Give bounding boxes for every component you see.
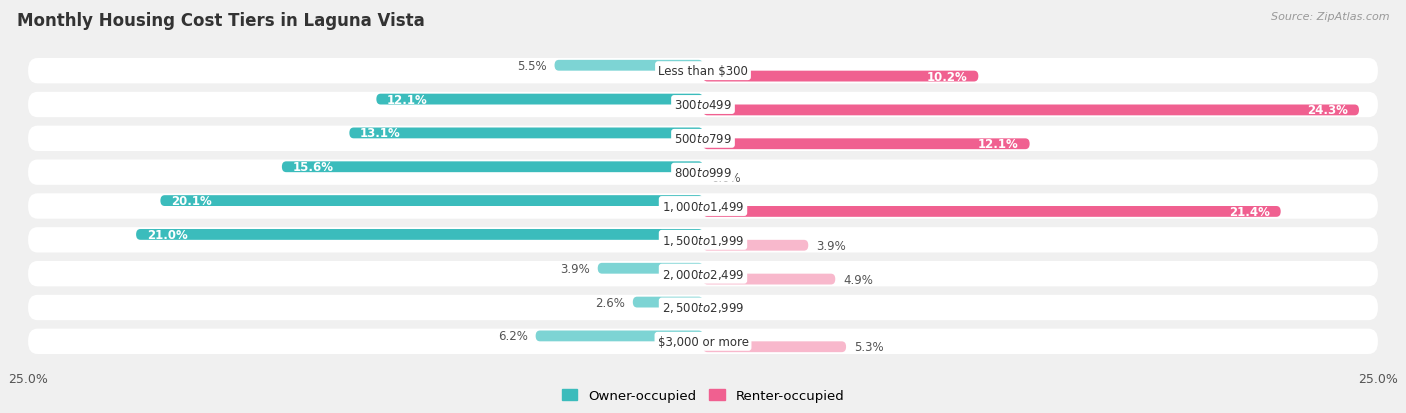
Text: 2.6%: 2.6% [595, 296, 624, 309]
Text: 6.2%: 6.2% [498, 330, 527, 343]
Text: 12.1%: 12.1% [387, 93, 427, 106]
FancyBboxPatch shape [28, 295, 1378, 320]
Text: $1,000 to $1,499: $1,000 to $1,499 [662, 199, 744, 214]
Text: $3,000 or more: $3,000 or more [658, 335, 748, 348]
FancyBboxPatch shape [281, 162, 703, 173]
FancyBboxPatch shape [703, 71, 979, 82]
Text: 3.9%: 3.9% [560, 262, 589, 275]
Text: 3.9%: 3.9% [817, 239, 846, 252]
Text: 0.0%: 0.0% [711, 172, 741, 185]
Text: 21.4%: 21.4% [1229, 205, 1270, 218]
Text: 13.1%: 13.1% [360, 127, 401, 140]
Text: 21.0%: 21.0% [146, 228, 187, 241]
FancyBboxPatch shape [703, 105, 1360, 116]
Text: Less than $300: Less than $300 [658, 65, 748, 78]
Text: 24.3%: 24.3% [1308, 104, 1348, 117]
FancyBboxPatch shape [160, 196, 703, 206]
FancyBboxPatch shape [28, 228, 1378, 253]
FancyBboxPatch shape [554, 61, 703, 71]
FancyBboxPatch shape [703, 342, 846, 352]
FancyBboxPatch shape [28, 261, 1378, 287]
FancyBboxPatch shape [28, 194, 1378, 219]
Text: 0.0%: 0.0% [711, 307, 741, 320]
FancyBboxPatch shape [28, 329, 1378, 354]
FancyBboxPatch shape [28, 59, 1378, 84]
FancyBboxPatch shape [536, 331, 703, 342]
Text: $800 to $999: $800 to $999 [673, 166, 733, 179]
FancyBboxPatch shape [28, 93, 1378, 118]
Text: 20.1%: 20.1% [172, 195, 212, 208]
FancyBboxPatch shape [703, 240, 808, 251]
FancyBboxPatch shape [598, 263, 703, 274]
Text: $2,500 to $2,999: $2,500 to $2,999 [662, 301, 744, 315]
Text: 10.2%: 10.2% [927, 70, 967, 83]
FancyBboxPatch shape [633, 297, 703, 308]
Text: 15.6%: 15.6% [292, 161, 333, 174]
Legend: Owner-occupied, Renter-occupied: Owner-occupied, Renter-occupied [557, 384, 849, 407]
Text: 4.9%: 4.9% [844, 273, 873, 286]
Text: $2,000 to $2,499: $2,000 to $2,499 [662, 267, 744, 281]
Text: 5.5%: 5.5% [517, 59, 547, 73]
FancyBboxPatch shape [377, 95, 703, 105]
FancyBboxPatch shape [703, 274, 835, 285]
FancyBboxPatch shape [28, 126, 1378, 152]
Text: $300 to $499: $300 to $499 [673, 99, 733, 112]
FancyBboxPatch shape [349, 128, 703, 139]
Text: 12.1%: 12.1% [979, 138, 1019, 151]
FancyBboxPatch shape [136, 230, 703, 240]
FancyBboxPatch shape [703, 139, 1029, 150]
Text: $500 to $799: $500 to $799 [673, 133, 733, 145]
Text: $1,500 to $1,999: $1,500 to $1,999 [662, 233, 744, 247]
Text: Monthly Housing Cost Tiers in Laguna Vista: Monthly Housing Cost Tiers in Laguna Vis… [17, 12, 425, 30]
Text: 5.3%: 5.3% [855, 340, 884, 354]
FancyBboxPatch shape [703, 206, 1281, 217]
Text: Source: ZipAtlas.com: Source: ZipAtlas.com [1271, 12, 1389, 22]
FancyBboxPatch shape [28, 160, 1378, 185]
